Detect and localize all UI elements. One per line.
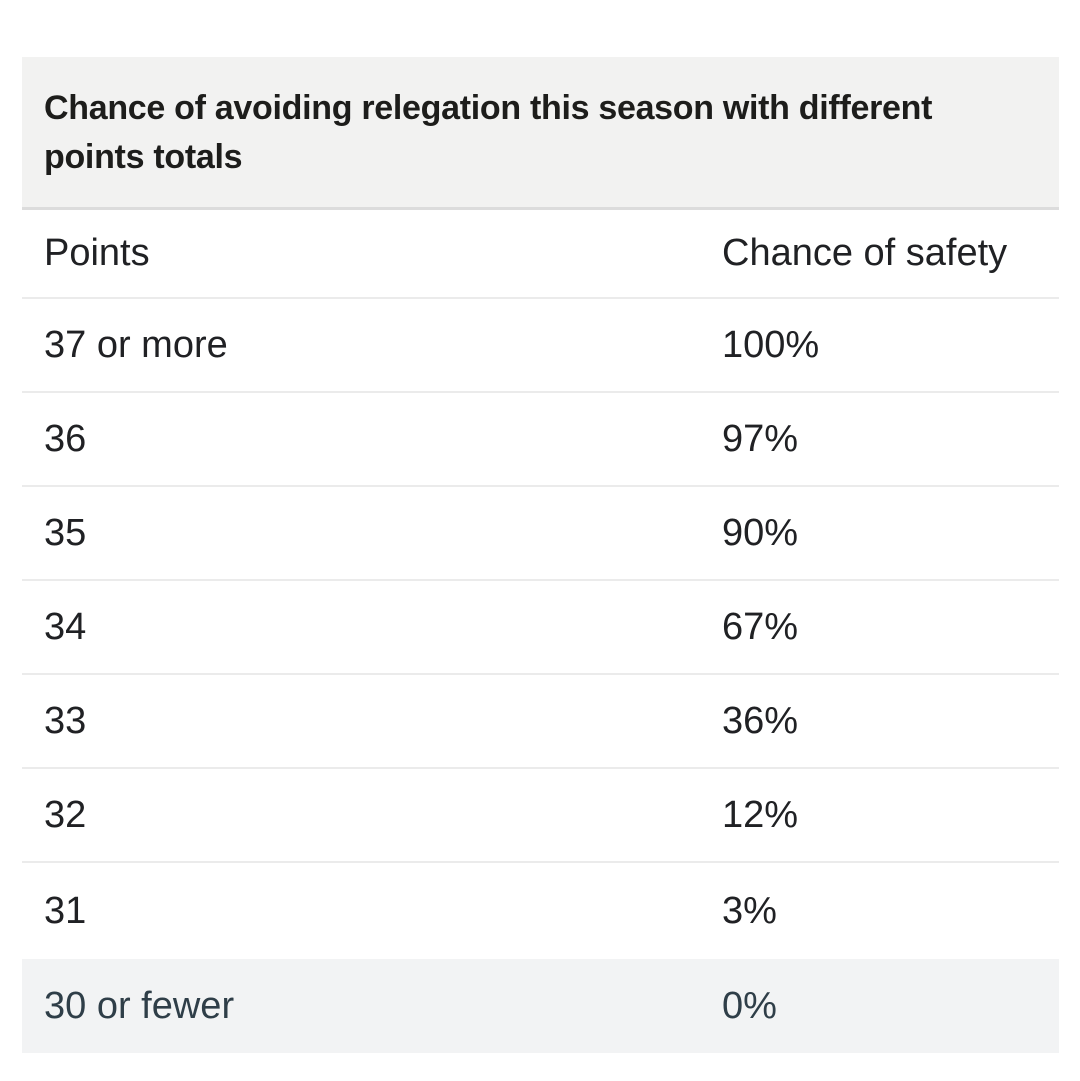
points-cell: 35 bbox=[44, 511, 87, 554]
table-title: Chance of avoiding relegation this seaso… bbox=[44, 89, 933, 176]
table-row: 34 67% bbox=[22, 580, 1059, 674]
chance-cell: 100% bbox=[722, 323, 820, 366]
table-row: 31 3% bbox=[22, 862, 1059, 959]
header-row: Points Chance of safety bbox=[22, 210, 1059, 298]
points-cell: 36 bbox=[44, 417, 87, 460]
table-header: Points Chance of safety bbox=[22, 210, 1059, 298]
chance-cell: 90% bbox=[722, 511, 799, 554]
column-header-points: Points bbox=[44, 232, 150, 274]
chance-cell: 97% bbox=[722, 417, 799, 460]
column-header-chance: Chance of safety bbox=[722, 232, 1008, 274]
points-cell: 34 bbox=[44, 605, 87, 648]
relegation-table-widget: Chance of avoiding relegation this seaso… bbox=[22, 57, 1059, 1053]
table-row: 36 97% bbox=[22, 392, 1059, 486]
chance-cell: 36% bbox=[722, 699, 799, 742]
chance-cell: 3% bbox=[722, 889, 777, 932]
table-row: 35 90% bbox=[22, 486, 1059, 580]
points-cell: 37 or more bbox=[44, 323, 228, 366]
points-cell: 31 bbox=[44, 889, 87, 932]
points-cell: 32 bbox=[44, 793, 87, 836]
table-title-block: Chance of avoiding relegation this seaso… bbox=[22, 57, 1059, 210]
table-row-highlighted: 30 or fewer 0% bbox=[22, 959, 1059, 1053]
points-cell: 30 or fewer bbox=[44, 984, 235, 1027]
chance-cell: 67% bbox=[722, 605, 799, 648]
points-safety-table: Points Chance of safety 37 or more 100% … bbox=[22, 210, 1059, 1053]
points-cell: 33 bbox=[44, 699, 87, 742]
table-row: 33 36% bbox=[22, 674, 1059, 768]
table-row: 32 12% bbox=[22, 768, 1059, 862]
table-body: 37 or more 100% 36 97% 35 90% 34 67% 33 … bbox=[22, 298, 1059, 1053]
chance-cell: 0% bbox=[722, 984, 777, 1027]
chance-cell: 12% bbox=[722, 793, 799, 836]
table-row: 37 or more 100% bbox=[22, 298, 1059, 392]
